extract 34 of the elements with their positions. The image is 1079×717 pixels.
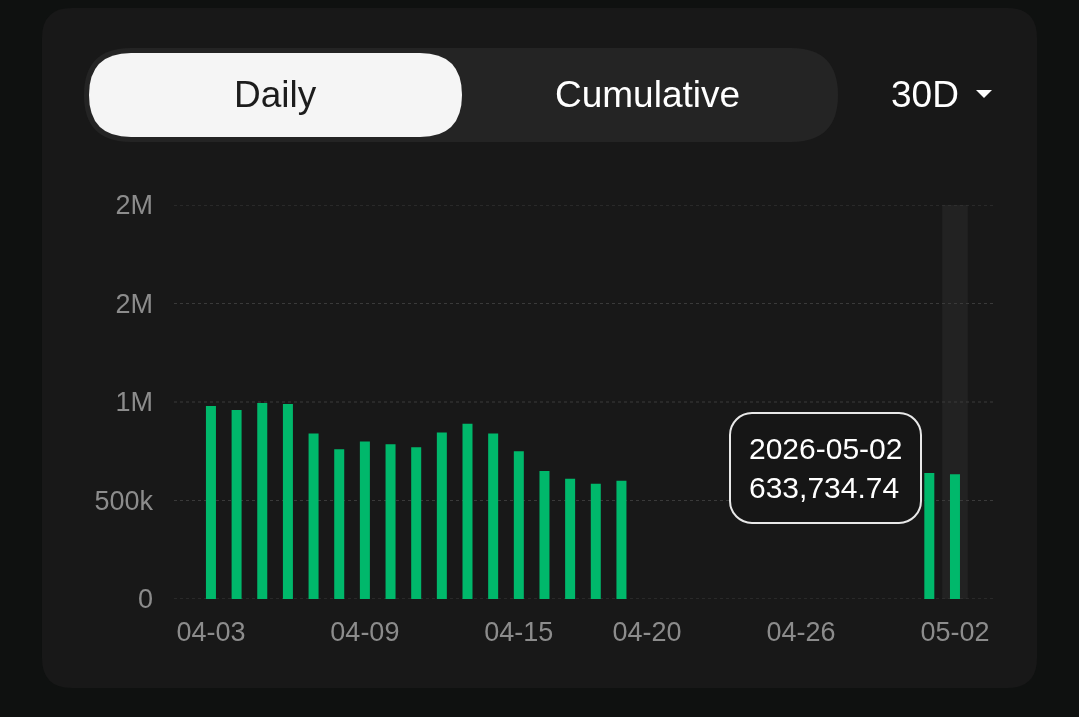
bar: [257, 402, 268, 599]
y-tick-label: 2M: [115, 190, 153, 221]
bar: [411, 447, 422, 599]
bar: [924, 472, 935, 599]
text: 30D: [891, 74, 959, 115]
x-tick-label: 04-09: [330, 617, 400, 647]
bar: [282, 403, 293, 599]
bar: [231, 409, 242, 599]
x-tick-label: 04-03: [176, 617, 246, 647]
y-tick-label: 1M: [115, 387, 153, 418]
bar: [334, 449, 345, 599]
bar: [565, 478, 576, 599]
bar: [488, 433, 499, 599]
x-tick-label: 04-26: [766, 617, 836, 647]
bar: [385, 444, 396, 599]
text: Daily: [234, 74, 317, 115]
bar: [949, 474, 960, 599]
bar: [616, 480, 627, 599]
bar: [513, 451, 524, 599]
bar: [539, 470, 550, 599]
bar: [205, 405, 216, 599]
y-tick-label: 0: [137, 584, 153, 615]
bar: [590, 483, 601, 599]
y-tick-label: 2M: [115, 288, 153, 319]
x-tick-label: 05-02: [920, 617, 990, 647]
bar: [308, 433, 319, 599]
y-tick-label: 500k: [94, 485, 154, 516]
bar: [436, 432, 447, 599]
x-tick-label: 04-20: [612, 617, 682, 647]
bar: [462, 423, 473, 599]
text: Cumulative: [555, 74, 741, 115]
bar: [359, 441, 370, 599]
x-tick-label: 04-15: [484, 617, 554, 647]
annotation: 2026-05-02 633,734.74: [749, 432, 903, 504]
